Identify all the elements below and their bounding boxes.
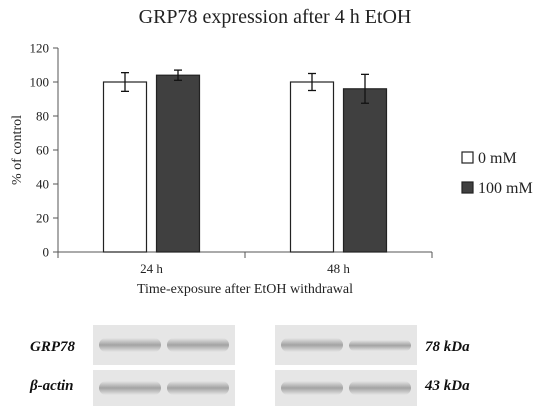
y-axis-label: % of control	[10, 115, 25, 185]
bar-chart: 0 20 40 60 80 100 120 24 h 48 h Time-exposure aft…	[10, 41, 533, 298]
blot-band	[99, 381, 162, 395]
y-tick-label: 80	[36, 109, 49, 124]
blot-band	[348, 381, 411, 395]
blot-band	[99, 338, 162, 352]
blot-band	[348, 340, 411, 351]
legend-swatch	[461, 181, 474, 194]
bar-0-mM-48-h	[289, 81, 335, 253]
blot-band	[166, 338, 229, 352]
blot-label-actin: β-actin	[30, 378, 74, 394]
blot-band	[281, 381, 344, 395]
x-tick-label: 24 h	[140, 261, 163, 276]
bar-0-mM-24-h	[102, 81, 148, 253]
blot-strip-24h-grp78	[93, 325, 235, 365]
legend-label: 100 mM	[478, 180, 533, 197]
blot-size-actin: 43 kDa	[425, 378, 470, 394]
bar-100-mM-24-h	[155, 74, 201, 253]
y-tick-label: 60	[36, 143, 49, 158]
chart-title: GRP78 expression after 4 h EtOH	[138, 6, 412, 28]
y-tick-label: 20	[36, 211, 49, 226]
blot-strip-48h-actin	[275, 370, 417, 406]
y-tick-label: 100	[30, 75, 50, 90]
y-tick-label: 120	[30, 41, 50, 56]
legend-swatch	[461, 151, 474, 164]
bar-100-mM-48-h	[342, 88, 388, 253]
y-tick-label: 40	[36, 177, 49, 192]
blot-band	[281, 338, 344, 352]
blot-size-grp78: 78 kDa	[425, 339, 470, 355]
legend-label: 0 mM	[478, 150, 517, 167]
blot-label-grp78: GRP78	[30, 339, 75, 355]
blot-strip-48h-grp78	[275, 325, 417, 365]
x-tick-label: 48 h	[327, 261, 350, 276]
blot-band	[166, 381, 229, 395]
y-tick-label: 0	[43, 245, 50, 260]
x-axis-label: Time-exposure after EtOH withdrawal	[137, 282, 353, 297]
blot-strip-24h-actin	[93, 370, 235, 406]
